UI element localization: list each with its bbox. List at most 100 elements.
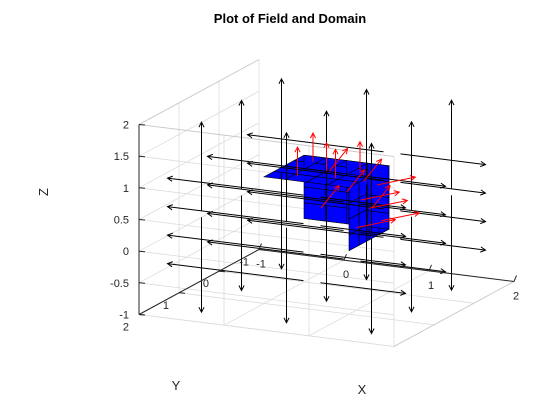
box-front-cell — [324, 204, 347, 225]
box-front-cell — [303, 186, 326, 206]
field-arrow — [323, 206, 330, 303]
field-arrow — [320, 253, 407, 268]
y-tick-label: 2 — [123, 322, 129, 334]
field-arrow — [363, 88, 370, 179]
field-arrow — [320, 196, 407, 211]
surface-field-arrow — [368, 198, 409, 209]
field-arrow — [400, 238, 487, 253]
grid-line — [138, 217, 260, 284]
x-tick-mark — [343, 254, 347, 261]
x-tick-mark — [428, 264, 432, 271]
box-edge — [138, 124, 395, 157]
field-arrow — [320, 282, 407, 296]
z-tick-label: 0 — [123, 246, 129, 258]
field-arrow — [238, 195, 245, 292]
field-arrow — [166, 204, 304, 225]
grid-line — [178, 292, 435, 326]
x-tick-mark — [258, 243, 262, 250]
box-edge — [393, 281, 515, 347]
surface-field-arrow — [376, 175, 417, 186]
surface-field-arrow — [309, 132, 317, 162]
field-arrow — [283, 131, 290, 222]
surface-field-arrow — [329, 147, 349, 172]
y-tick-mark — [258, 249, 266, 251]
field-arrow — [400, 181, 487, 196]
z-tick-mark — [138, 314, 146, 316]
surface-field-arrow — [356, 140, 364, 171]
grid-line — [138, 122, 260, 189]
x-axis-line — [258, 249, 515, 282]
axes-grid — [138, 59, 515, 347]
z-tick-label: 1 — [123, 183, 129, 195]
z-tick-mark — [138, 155, 146, 158]
field-arrow — [198, 217, 205, 314]
z-tick-mark — [138, 282, 146, 284]
z-tick-mark — [138, 250, 146, 253]
field-arrow — [360, 260, 447, 275]
z-tick-mark — [138, 219, 146, 221]
chart-title: Plot of Field and Domain — [214, 11, 366, 26]
x-tick-mark — [513, 275, 517, 282]
z-tick-mark — [138, 124, 146, 126]
y-tick-label: 1 — [163, 300, 169, 312]
surface-field-arrow — [363, 158, 383, 182]
surface-field-arrow — [360, 190, 401, 201]
field-arrow — [166, 232, 304, 253]
x-tick-label: 2 — [513, 291, 519, 303]
field-arrow — [408, 216, 415, 313]
surface-field-arrow — [294, 146, 301, 176]
y-tick-mark — [178, 292, 186, 294]
surface-field-arrow — [332, 148, 339, 178]
grid-line — [223, 259, 345, 326]
field-arrow — [166, 261, 304, 282]
field-arrow — [360, 232, 447, 246]
z-axis-label: Z — [36, 188, 51, 196]
surface-field-arrow — [320, 184, 340, 209]
z-tick-label: -1 — [119, 310, 129, 322]
surface-field-arrow — [380, 210, 421, 222]
grid-line — [308, 270, 430, 337]
y-tick-mark — [218, 270, 226, 273]
field-arrow — [283, 227, 290, 324]
z-tick-label: 2 — [123, 120, 129, 132]
grid-line — [138, 282, 395, 316]
field-arrow — [448, 99, 455, 189]
z-tick-mark — [138, 187, 146, 189]
box-edge — [138, 59, 260, 125]
y-axis-line — [138, 249, 260, 315]
field-arrow — [166, 175, 304, 196]
z-tick-label: -0.5 — [110, 278, 129, 290]
y-axis-label: Y — [172, 378, 181, 393]
field-arrow — [238, 99, 245, 190]
x-axis-label: X — [358, 382, 367, 397]
box-front-cell — [303, 202, 326, 222]
grid-line — [138, 90, 260, 157]
surface-field-arrow — [346, 168, 366, 193]
x-tick-label: 0 — [343, 269, 349, 281]
field-arrow — [206, 153, 344, 174]
field-arrow — [448, 195, 455, 292]
grid-line — [138, 185, 260, 252]
field-arrow — [368, 238, 375, 335]
x-tick-label: -1 — [256, 259, 266, 271]
field-arrow — [246, 132, 384, 153]
y-tick-label: 0 — [203, 278, 209, 290]
x-tick-label: 1 — [428, 280, 434, 292]
surface-field-arrow — [356, 217, 397, 228]
grid-line — [138, 250, 395, 284]
field-arrow — [360, 175, 447, 189]
z-tick-label: 1.5 — [114, 151, 129, 163]
field-arrow — [400, 153, 487, 168]
z-tick-label: 0.5 — [114, 215, 129, 227]
field-arrow — [368, 142, 375, 233]
surface-field-arrow — [323, 141, 330, 172]
surface-field-arrow — [371, 184, 391, 209]
field-arrow — [278, 77, 285, 168]
field-arrow — [360, 203, 447, 218]
y-tick-label: -1 — [239, 257, 249, 269]
field-arrow — [198, 121, 205, 211]
field-arrows — [166, 77, 487, 335]
field-arrow — [320, 225, 407, 239]
